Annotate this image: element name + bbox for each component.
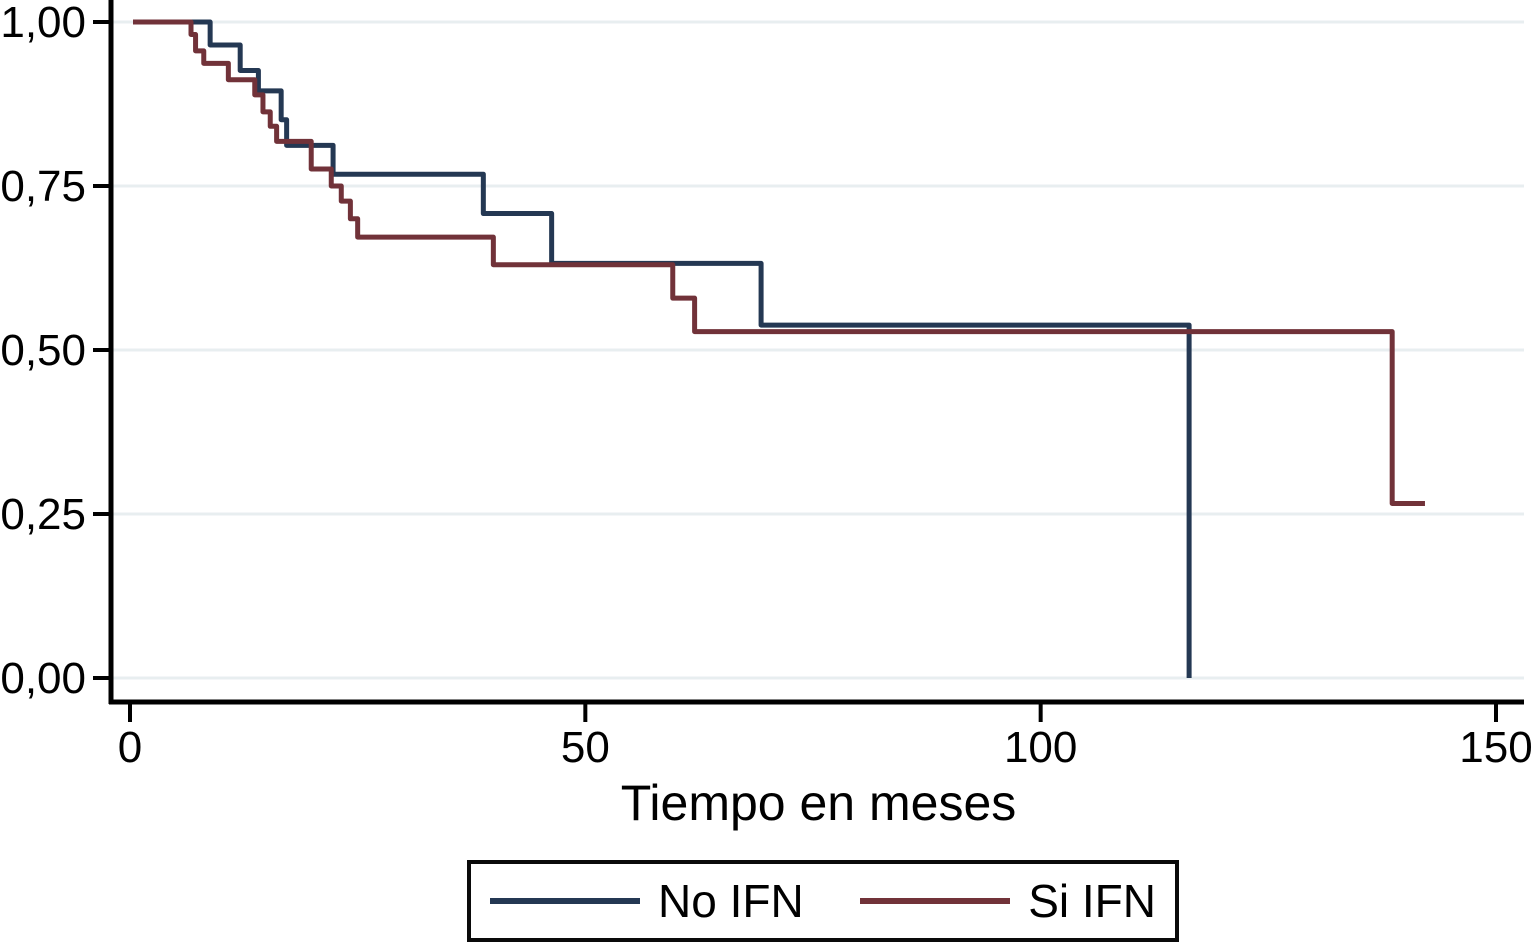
legend-item-si-ifn: Si IFN bbox=[860, 878, 1156, 924]
x-tick-label: 150 bbox=[1459, 723, 1531, 772]
legend-box: No IFN Si IFN bbox=[467, 860, 1179, 942]
legend-item-no-ifn: No IFN bbox=[490, 878, 804, 924]
survival-curve-no-ifn bbox=[133, 19, 1192, 678]
legend-label-no-ifn: No IFN bbox=[658, 875, 804, 927]
y-tick-label: 1,00 bbox=[0, 0, 86, 47]
x-tick-label: 0 bbox=[118, 723, 142, 772]
legend-label-si-ifn: Si IFN bbox=[1028, 875, 1156, 927]
y-tick-label: 0,50 bbox=[0, 326, 86, 375]
x-axis-title: Tiempo en meses bbox=[620, 775, 1017, 831]
y-tick-label: 0,75 bbox=[0, 162, 86, 211]
si-ifn-line-swatch-icon bbox=[860, 898, 1011, 904]
x-tick-label: 100 bbox=[1004, 723, 1077, 772]
survival-curve-si-ifn bbox=[133, 19, 1425, 507]
x-tick-label: 50 bbox=[561, 723, 610, 772]
y-tick-label: 0,00 bbox=[0, 654, 86, 703]
y-tick-label: 0,25 bbox=[0, 490, 86, 539]
no-ifn-line-swatch-icon bbox=[490, 898, 640, 904]
